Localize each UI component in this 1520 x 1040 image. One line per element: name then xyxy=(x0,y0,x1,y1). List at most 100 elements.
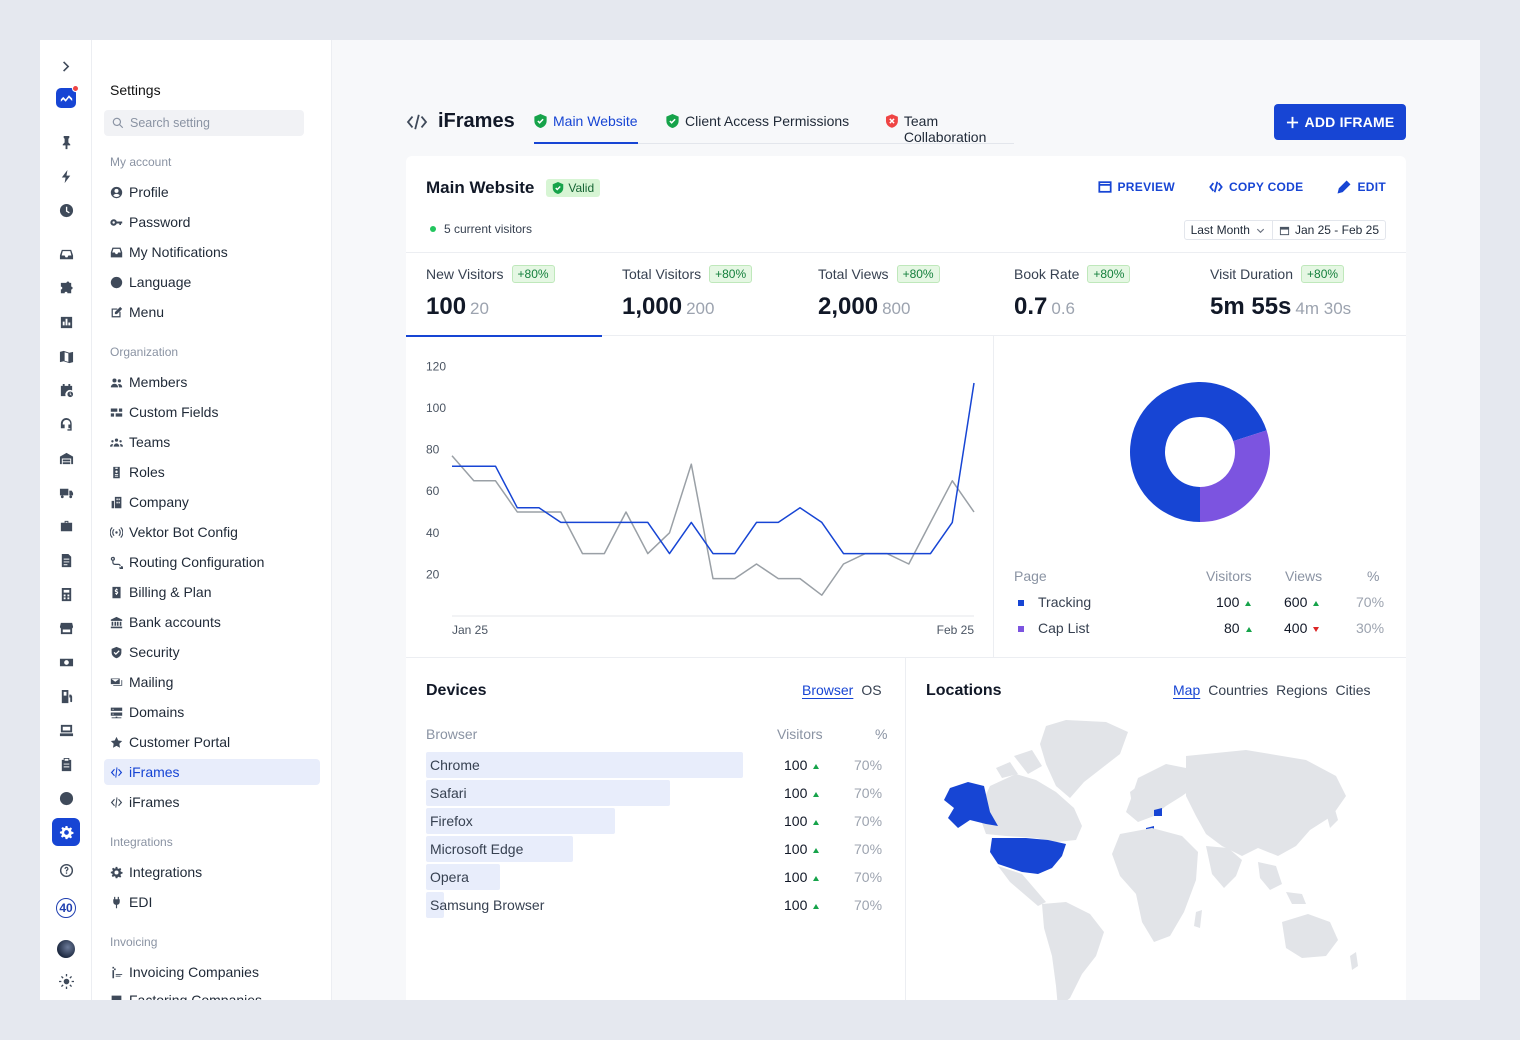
map-icon[interactable] xyxy=(52,342,80,370)
rail-count-badge[interactable]: 40 xyxy=(52,894,80,922)
device-row[interactable]: Firefox 100 70% xyxy=(426,808,886,834)
sidebar-item-custom-fields[interactable]: Custom Fields xyxy=(104,399,320,425)
theme-sun-icon[interactable] xyxy=(52,967,80,995)
cap-list-visitors: 80 xyxy=(1224,620,1252,636)
add-iframe-button[interactable]: ADD IFRAME xyxy=(1274,104,1406,140)
world-map[interactable] xyxy=(906,716,1406,1000)
sidebar-item-bank[interactable]: Bank accounts xyxy=(104,609,320,635)
headset-icon[interactable] xyxy=(52,410,80,438)
tab-cities[interactable]: Cities xyxy=(1335,682,1371,698)
sidebar-item-customer-portal[interactable]: Customer Portal xyxy=(104,729,320,755)
document-icon[interactable] xyxy=(52,546,80,574)
star-icon xyxy=(110,736,123,748)
inbox-icon[interactable] xyxy=(52,240,80,268)
tab-browser[interactable]: Browser xyxy=(802,682,854,698)
kpi-total-visitors[interactable]: Total Visitors +80% 1,000 200 xyxy=(602,253,798,337)
device-row[interactable]: Opera 100 70% xyxy=(426,864,886,890)
pin-icon[interactable] xyxy=(52,128,80,156)
sidebar-item-roles[interactable]: Roles xyxy=(104,459,320,485)
fuel-icon[interactable] xyxy=(52,682,80,710)
sidebar-item-notifications[interactable]: My Notifications xyxy=(104,239,320,265)
map-japan xyxy=(1326,806,1338,828)
calculator-icon[interactable] xyxy=(52,580,80,608)
page-row-tracking[interactable]: Tracking xyxy=(1018,594,1091,610)
device-row[interactable]: Safari 100 70% xyxy=(426,780,886,806)
sidebar-item-language[interactable]: Language xyxy=(104,269,320,295)
search-setting-box[interactable] xyxy=(104,110,304,136)
trend-up-icon xyxy=(1245,600,1252,606)
truck-icon[interactable] xyxy=(52,478,80,506)
settings-gear-icon[interactable] xyxy=(52,818,80,846)
tab-map[interactable]: Map xyxy=(1173,682,1201,698)
device-row[interactable]: Microsoft Edge 100 70% xyxy=(426,836,886,862)
tab-countries[interactable]: Countries xyxy=(1208,682,1269,698)
range-select[interactable]: Last Month xyxy=(1183,220,1273,240)
sidebar-item-iframes[interactable]: iFrames xyxy=(104,789,320,815)
puzzle-icon[interactable] xyxy=(52,274,80,302)
money-icon[interactable] xyxy=(52,648,80,676)
device-name: Microsoft Edge xyxy=(430,841,524,857)
search-setting-input[interactable] xyxy=(130,116,300,130)
page-title: iFrames xyxy=(406,110,515,133)
donut-slice-tracking[interactable] xyxy=(1130,382,1267,522)
store-icon[interactable] xyxy=(52,614,80,642)
sidebar-item-integrations[interactable]: Integrations xyxy=(104,859,320,885)
sidebar-item-teams[interactable]: Teams xyxy=(104,429,320,455)
clock-icon[interactable] xyxy=(52,196,80,224)
trend-up-icon xyxy=(1245,626,1252,632)
edit-button[interactable]: EDIT xyxy=(1337,180,1386,194)
sidebar-item-edi[interactable]: EDI xyxy=(104,889,320,915)
tab-regions[interactable]: Regions xyxy=(1276,682,1328,698)
tab-os[interactable]: OS xyxy=(861,682,882,698)
kpi-total-views[interactable]: Total Views +80% 2,000 800 xyxy=(798,253,994,337)
map-usa xyxy=(990,838,1066,874)
tab-main-website[interactable]: Main Website xyxy=(534,113,638,144)
expand-chevron-icon[interactable] xyxy=(52,52,80,80)
globe-icon[interactable] xyxy=(52,784,80,812)
sidebar-item-security[interactable]: Security xyxy=(104,639,320,665)
device-row[interactable]: Samsung Browser 100 70% xyxy=(426,892,886,918)
sidebar-item-factoring[interactable]: Factoring Companies xyxy=(104,987,320,1000)
device-share-bar xyxy=(426,752,743,778)
pages-header-visitors: Visitors xyxy=(1206,568,1252,584)
sidebar-item-iframes-active[interactable]: iFrames xyxy=(104,759,320,785)
group-organization: Organization xyxy=(110,345,179,359)
kpi-visit-duration[interactable]: Visit Duration +80% 5m 55s 4m 30s xyxy=(1210,265,1352,320)
sidebar-item-billing[interactable]: Billing & Plan xyxy=(104,579,320,605)
sidebar-item-invoicing-companies[interactable]: Invoicing Companies xyxy=(104,959,320,985)
preview-button[interactable]: PREVIEW xyxy=(1097,180,1175,194)
sidebar-item-profile[interactable]: Profile xyxy=(104,179,320,205)
map-alaska xyxy=(944,782,998,828)
help-icon[interactable] xyxy=(52,856,80,884)
sidebar-item-domains[interactable]: Domains xyxy=(104,699,320,725)
cash-register-icon[interactable] xyxy=(52,716,80,744)
app-logo-icon[interactable] xyxy=(56,85,79,108)
calendar-clock-icon[interactable] xyxy=(52,376,80,404)
tab-team-collaboration[interactable]: Team Collaboration xyxy=(886,113,1014,145)
warehouse-icon[interactable] xyxy=(52,444,80,472)
map-asia xyxy=(1186,750,1346,856)
sidebar-item-members[interactable]: Members xyxy=(104,369,320,395)
briefcase-icon[interactable] xyxy=(52,512,80,540)
sidebar-item-vektor-bot[interactable]: Vektor Bot Config xyxy=(104,519,320,545)
copy-code-button[interactable]: COPY CODE xyxy=(1209,180,1304,194)
clipboard-icon[interactable] xyxy=(52,750,80,778)
sidebar-item-routing[interactable]: Routing Configuration xyxy=(104,549,320,575)
notification-dot xyxy=(72,85,79,92)
donut-slice-cap-list[interactable] xyxy=(1200,430,1270,522)
kpi-new-visitors[interactable]: New Visitors +80% 100 20 xyxy=(406,253,602,337)
sidebar-item-mailing[interactable]: Mailing xyxy=(104,669,320,695)
date-range-field[interactable]: Jan 25 - Feb 25 xyxy=(1272,220,1386,240)
sidebar-item-password[interactable]: Password xyxy=(104,209,320,235)
map-mexico xyxy=(998,866,1046,906)
device-row[interactable]: Chrome 100 70% xyxy=(426,752,886,778)
sidebar-item-company[interactable]: Company xyxy=(104,489,320,515)
kpi-book-rate[interactable]: Book Rate +80% 0.7 0.6 xyxy=(994,253,1190,337)
lightning-icon[interactable] xyxy=(52,162,80,190)
page-row-cap-list[interactable]: Cap List xyxy=(1018,620,1089,636)
bar-chart-icon[interactable] xyxy=(52,308,80,336)
tab-client-access[interactable]: Client Access Permissions xyxy=(666,113,849,144)
user-avatar[interactable] xyxy=(52,935,80,963)
sidebar-item-menu[interactable]: Menu xyxy=(104,299,320,325)
map-canada xyxy=(978,774,1082,842)
